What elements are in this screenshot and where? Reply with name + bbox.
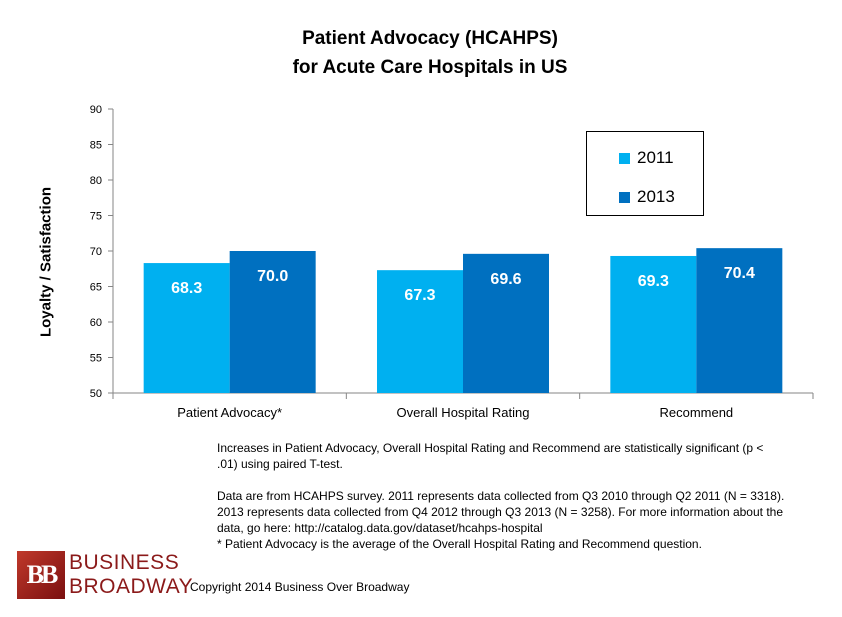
chart-title-line1: Patient Advocacy (HCAHPS) — [302, 28, 558, 49]
bar-2011-2 — [377, 270, 463, 393]
x-category-label: Patient Advocacy* — [177, 405, 282, 420]
y-tick-label: 55 — [90, 353, 102, 365]
x-category-label: Overall Hospital Rating — [397, 405, 530, 420]
legend-item-2011: 2011 — [619, 148, 674, 168]
data-label-2011-2: 67.3 — [404, 287, 435, 304]
data-label-2011-3: 69.3 — [638, 273, 669, 290]
y-tick-label: 75 — [90, 211, 102, 223]
data-label-2013-2: 69.6 — [490, 271, 521, 288]
bar-2011-3 — [610, 255, 697, 393]
bar-2011-1 — [143, 263, 230, 393]
significance-note: Increases in Patient Advocacy, Overall H… — [217, 441, 764, 471]
source-note: Data are from HCAHPS survey. 2011 repres… — [217, 489, 785, 535]
legend-swatch-2013 — [619, 191, 630, 203]
data-label-2013-1: 70.0 — [257, 268, 288, 285]
legend-item-2013: 2013 — [619, 187, 675, 207]
y-tick-label: 65 — [90, 282, 102, 294]
x-category-label: Recommend — [659, 405, 733, 420]
legend-label-2013: 2013 — [637, 187, 675, 206]
chart-title-line2: for Acute Care Hospitals in US — [292, 57, 568, 78]
logo-mark: BB — [17, 551, 65, 599]
logo-line2: BROADWAY — [69, 575, 194, 598]
bar-chart: 50 55 60 65 70 75 80 85 90 68.3 70.0 Patient Advoca… — [90, 104, 814, 420]
y-tick-label: 60 — [90, 317, 102, 329]
bar-2013-3 — [696, 248, 783, 393]
y-tick-label: 50 — [90, 388, 102, 400]
legend-swatch-2011 — [619, 152, 630, 164]
y-tick-label: 85 — [90, 140, 102, 152]
business-broadway-logo: BB BUSINESS BROADWAY — [17, 551, 193, 599]
footnote: * Patient Advocacy is the average of the… — [217, 537, 702, 551]
y-tick-label: 90 — [90, 104, 102, 116]
copyright: Copyright 2014 Business Over Broadway — [190, 580, 410, 594]
chart-title: Patient Advocacy (HCAHPS) for Acute Care… — [240, 24, 620, 82]
bar-2013-1 — [229, 251, 316, 393]
y-tick-label: 80 — [90, 175, 102, 187]
data-label-2013-3: 70.4 — [724, 265, 755, 282]
data-label-2011-1: 68.3 — [171, 280, 202, 297]
legend-label-2011: 2011 — [637, 148, 674, 167]
logo-text: BUSINESS BROADWAY — [69, 551, 193, 599]
y-tick-label: 70 — [90, 246, 102, 258]
bar-2013-2 — [463, 253, 549, 393]
chart-notes: Increases in Patient Advocacy, Overall H… — [217, 440, 787, 552]
logo-line1: BUSINESS — [69, 551, 180, 574]
legend: 2011 2013 — [586, 131, 704, 216]
